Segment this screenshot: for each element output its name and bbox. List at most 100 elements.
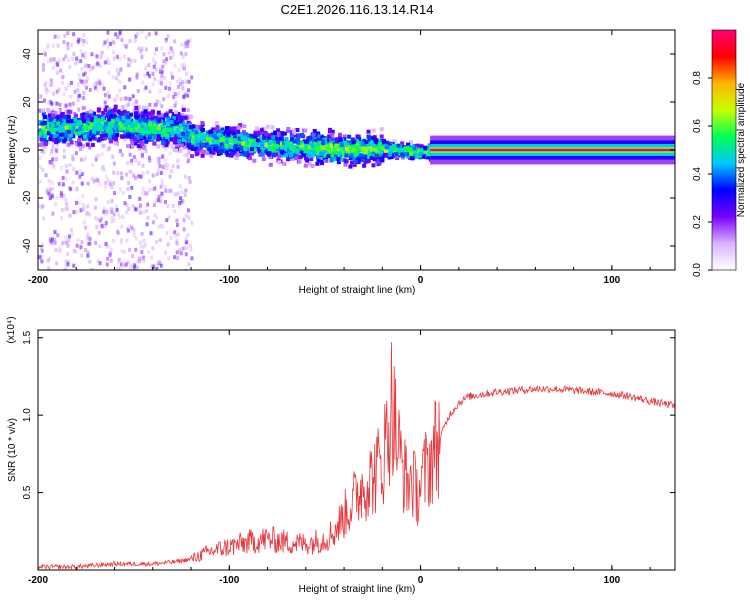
spectrogram-cell	[101, 110, 106, 115]
spectrogram-cell	[377, 160, 382, 165]
spectrogram-cell	[257, 149, 262, 154]
spectrogram-cell	[46, 45, 50, 50]
spectrogram-cell	[131, 128, 136, 133]
spectrogram-cell	[61, 182, 65, 187]
spectrogram-cell	[139, 140, 144, 145]
spectrogram-cell	[40, 149, 44, 154]
spectrogram-cell	[106, 256, 110, 261]
spectrogram-cell	[53, 111, 58, 116]
spectrogram-cell	[64, 259, 68, 264]
spectrogram-cell	[139, 49, 143, 54]
spectrogram-cell	[160, 46, 164, 51]
spectrogram-cell	[42, 114, 47, 119]
spectrogram-cell	[158, 115, 163, 120]
spectrogram-cell	[363, 155, 368, 160]
spectrogram-cell	[64, 176, 68, 181]
spectrogram-cell	[341, 140, 346, 145]
spectrogram-cell	[364, 140, 369, 145]
spectrogram-cell	[102, 86, 106, 91]
spectrogram-cell	[168, 86, 172, 91]
spectrogram-cell	[59, 191, 63, 196]
spectrogram-cell	[74, 61, 78, 66]
spectrogram-cell	[165, 118, 170, 123]
spectrogram-cell	[414, 143, 419, 148]
spectrogram-cell	[77, 127, 82, 132]
spectrogram-cell	[184, 79, 188, 84]
spectrogram-cell	[300, 141, 305, 146]
spectrogram-cell	[164, 85, 168, 90]
spectrogram-cell	[55, 142, 59, 147]
spectrogram-cell	[221, 132, 226, 137]
spectrogram-cell	[168, 174, 172, 179]
spectrogram-cell	[224, 143, 229, 148]
spectrogram-cell	[188, 179, 192, 184]
spectrogram-cell	[222, 149, 227, 154]
spectrogram-cell	[51, 138, 56, 143]
spectrogram-cell	[108, 145, 112, 150]
spectrogram-cell	[152, 141, 157, 146]
spectrogram-cell	[142, 244, 146, 249]
spectrogram-cell	[94, 62, 98, 67]
spectrogram-cell	[178, 148, 183, 153]
spectrogram-cell	[79, 157, 83, 162]
spectrogram-ylabel: Frequency (Hz)	[7, 116, 18, 185]
spectrogram-cell	[47, 89, 51, 94]
spectrogram-cell	[206, 137, 211, 142]
spectrogram-cell	[131, 226, 135, 231]
spectrogram-cell	[163, 137, 168, 142]
spectrogram-cell	[211, 150, 216, 155]
spectrogram-cell	[171, 137, 176, 142]
spectrogram-cell	[116, 266, 120, 270]
spectrogram-cell	[64, 115, 69, 120]
spectrogram-cell	[80, 207, 84, 212]
spectrogram-cell	[51, 187, 55, 192]
spectrogram-cell	[120, 110, 125, 115]
spectrogram-cell	[124, 172, 128, 177]
spectrogram-cell	[159, 170, 163, 175]
spectrogram-cell	[158, 164, 162, 169]
spectrogram-cell	[143, 190, 147, 195]
spectrogram-cell	[82, 119, 87, 124]
spectrogram-cell	[48, 160, 52, 165]
spectrogram-cell	[355, 151, 360, 156]
spectrogram-cell	[238, 152, 243, 157]
spectrogram-cell	[94, 123, 99, 128]
spectrogram-cell	[161, 140, 166, 145]
spectrogram-cell	[177, 91, 181, 96]
spectrogram-cell	[123, 201, 127, 206]
spectrogram-cell	[344, 159, 349, 164]
spectrogram-cell	[166, 242, 170, 247]
spectrogram-cell	[98, 261, 102, 266]
spectrogram-cell	[194, 124, 199, 129]
spectrogram-cell	[102, 167, 106, 172]
spectrogram-cell	[181, 246, 185, 251]
spectrogram-cell	[80, 253, 84, 258]
spectrogram-cell	[178, 201, 182, 206]
spectrogram-cell	[273, 152, 278, 157]
spectrogram-cell	[169, 120, 174, 125]
spectrogram-cell	[58, 128, 63, 133]
spectrogram-cell	[122, 54, 126, 59]
spectrogram-cell	[51, 123, 56, 128]
spectrogram-cell	[53, 127, 58, 132]
spectrogram-cell	[157, 80, 161, 85]
spectrogram-cell	[248, 156, 253, 161]
spectrogram-cell	[38, 143, 43, 148]
spectrogram-cell	[352, 147, 357, 152]
spectrogram-cell	[71, 154, 75, 159]
spectrogram-cell	[228, 147, 233, 152]
spectrogram-cell	[249, 133, 254, 138]
spectrogram-cell	[310, 143, 315, 148]
spectrogram-cell	[404, 152, 409, 157]
spectrogram-cell	[100, 50, 104, 55]
spectrogram-cell	[374, 143, 379, 148]
spectrogram-cell	[232, 131, 237, 136]
spectrogram-cell	[311, 149, 316, 154]
spectrogram-cell	[61, 175, 65, 180]
spectrogram-cell	[170, 169, 174, 174]
spectrogram-cell	[104, 211, 108, 216]
spectrogram-cell	[106, 200, 110, 205]
spectrogram-cell	[52, 164, 56, 169]
spectrogram-cell	[147, 155, 151, 160]
spectrogram-cell	[106, 30, 110, 35]
